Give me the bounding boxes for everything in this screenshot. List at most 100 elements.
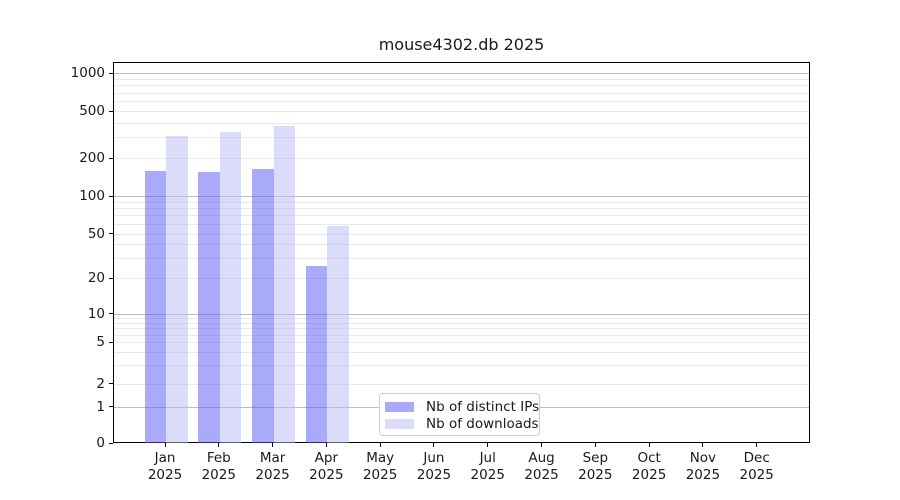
x-tick-label-jul: Jul 2025 <box>460 450 516 484</box>
y-tick-label-200: 200 <box>79 150 105 167</box>
x-tick-mark-mar <box>272 443 274 447</box>
x-tick-label-sep: Sep 2025 <box>567 450 623 484</box>
y-gridline-minor-200 <box>114 158 809 160</box>
x-tick-label-dec: Dec 2025 <box>729 450 785 484</box>
bar-nb-of-downloads-jan <box>166 135 188 443</box>
bar-nb-of-downloads-apr <box>327 226 349 443</box>
x-tick-mark-oct <box>648 443 650 447</box>
x-tick-month-text: Jul <box>479 450 496 466</box>
x-tick-label-aug: Aug 2025 <box>514 450 570 484</box>
x-tick-month-text: Dec <box>743 450 770 466</box>
y-gridline-minor-3 <box>114 365 809 367</box>
x-tick-month-text: Nov <box>689 450 717 466</box>
y-gridline-major-10 <box>114 313 809 315</box>
y-tick-mark-20 <box>109 277 113 279</box>
x-tick-year-text: 2025 <box>362 467 398 483</box>
y-tick-mark-5 <box>109 341 113 343</box>
x-tick-month-text: Feb <box>206 450 231 466</box>
legend-label-distinct-ips: Nb of distinct IPs <box>426 398 540 415</box>
x-tick-year-text: 2025 <box>578 467 613 483</box>
y-gridline-minor-6 <box>114 334 809 336</box>
x-tick-mark-feb <box>218 443 220 447</box>
x-tick-mark-nov <box>702 443 704 447</box>
x-tick-year-text: 2025 <box>685 467 721 483</box>
x-tick-month-text: Jan <box>154 450 176 466</box>
x-tick-year-text: 2025 <box>524 467 559 483</box>
y-tick-label-0: 0 <box>96 435 105 451</box>
y-tick-mark-1000 <box>109 72 113 74</box>
chart-title: mouse4302.db 2025 <box>378 35 545 54</box>
y-tick-label-1000: 1000 <box>70 65 105 81</box>
y-gridline-minor-30 <box>114 258 809 260</box>
y-gridline-minor-2 <box>114 383 809 385</box>
bar-nb-of-downloads-feb <box>219 132 242 443</box>
y-tick-mark-200 <box>109 157 113 159</box>
x-tick-label-apr: Apr 2025 <box>298 450 354 484</box>
x-tick-year-text: 2025 <box>739 467 774 483</box>
y-tick-mark-0 <box>109 442 113 444</box>
legend-swatch-distinct-ips-icon <box>385 401 414 412</box>
x-tick-mark-jan <box>164 443 166 447</box>
x-tick-month-text: Jun <box>423 450 445 466</box>
x-tick-label-oct: Oct 2025 <box>621 450 677 484</box>
y-gridline-minor-90 <box>114 201 809 203</box>
x-tick-month-text: Aug <box>528 450 555 466</box>
x-tick-month-text: Mar <box>259 450 286 466</box>
x-tick-mark-sep <box>594 443 596 447</box>
x-tick-label-may: May 2025 <box>352 450 408 484</box>
y-gridline-minor-700 <box>114 92 809 94</box>
x-tick-mark-jun <box>433 443 435 447</box>
legend-swatch-downloads-icon <box>385 418 414 429</box>
y-gridline-minor-600 <box>114 101 809 102</box>
legend-label-downloads: Nb of downloads <box>426 415 539 432</box>
x-tick-year-text: 2025 <box>201 467 236 483</box>
y-tick-label-50: 50 <box>87 225 105 242</box>
x-tick-year-text: 2025 <box>416 467 452 483</box>
plot-area <box>113 62 810 443</box>
bar-nb-of-downloads-mar <box>273 125 296 443</box>
x-tick-mark-may <box>379 443 381 447</box>
y-gridline-minor-70 <box>114 215 809 217</box>
x-tick-mark-jul <box>487 443 489 447</box>
y-gridline-minor-500 <box>114 111 809 112</box>
y-tick-label-500: 500 <box>79 103 105 119</box>
y-gridline-minor-800 <box>114 85 809 87</box>
x-tick-year-text: 2025 <box>470 467 505 483</box>
y-gridline-minor-20 <box>114 278 809 279</box>
x-tick-year-text: 2025 <box>631 467 667 483</box>
bar-nb-of-distinct-ips-mar <box>252 168 274 443</box>
y-gridline-major-1000 <box>114 73 809 74</box>
y-gridline-major-100 <box>114 196 809 197</box>
y-tick-label-2: 2 <box>96 375 105 392</box>
x-tick-mark-dec <box>756 443 758 447</box>
y-tick-label-5: 5 <box>96 334 105 350</box>
y-tick-mark-50 <box>109 233 113 234</box>
x-tick-mark-aug <box>541 443 543 447</box>
x-tick-month-text: Oct <box>637 450 661 466</box>
y-gridline-minor-60 <box>114 223 809 225</box>
x-tick-month-text: Sep <box>582 450 609 466</box>
legend-item-downloads: Nb of downloads <box>385 415 539 432</box>
x-tick-label-feb: Feb 2025 <box>191 450 247 484</box>
y-tick-label-10: 10 <box>87 305 105 322</box>
y-gridline-minor-9 <box>114 317 809 319</box>
y-tick-mark-1 <box>109 406 113 407</box>
y-gridline-minor-8 <box>114 322 809 324</box>
y-gridline-minor-50 <box>114 233 809 235</box>
x-tick-year-text: 2025 <box>147 467 183 483</box>
x-tick-label-mar: Mar 2025 <box>245 450 301 484</box>
y-gridline-minor-4 <box>114 352 809 354</box>
y-tick-label-1: 1 <box>96 398 105 415</box>
y-gridline-minor-7 <box>114 328 809 330</box>
bar-nb-of-distinct-ips-jan <box>144 170 166 443</box>
y-tick-mark-10 <box>109 313 113 314</box>
x-tick-year-text: 2025 <box>309 467 344 483</box>
y-gridline-minor-900 <box>114 78 809 80</box>
x-tick-month-text: Apr <box>314 450 339 466</box>
x-tick-mark-apr <box>325 443 327 447</box>
y-gridline-minor-300 <box>114 137 809 139</box>
y-tick-mark-2 <box>109 383 113 384</box>
y-tick-label-20: 20 <box>87 270 105 286</box>
legend: Nb of distinct IPs Nb of downloads <box>379 393 540 436</box>
